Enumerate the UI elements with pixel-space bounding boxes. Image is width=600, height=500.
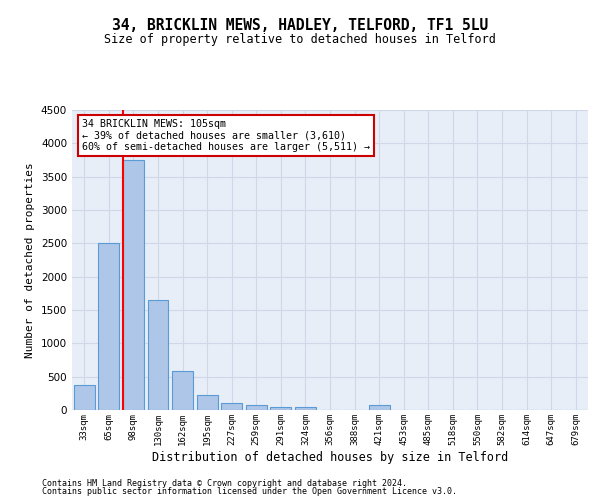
Bar (246, 406, 267, 410)
Text: 34, BRICKLIN MEWS, HADLEY, TELFORD, TF1 5LU: 34, BRICKLIN MEWS, HADLEY, TELFORD, TF1 … (112, 18, 488, 32)
Bar (98, 244, 119, 410)
Bar (74, 386, 95, 410)
Bar (148, 300, 169, 410)
Bar (172, 370, 193, 410)
Text: Size of property relative to detached houses in Telford: Size of property relative to detached ho… (104, 32, 496, 46)
Bar (295, 408, 316, 410)
Bar (271, 406, 292, 410)
Text: Contains HM Land Registry data © Crown copyright and database right 2024.: Contains HM Land Registry data © Crown c… (42, 478, 407, 488)
Bar (123, 160, 144, 410)
Y-axis label: Number of detached properties: Number of detached properties (25, 162, 35, 358)
Bar (197, 394, 218, 410)
X-axis label: Distribution of detached houses by size in Telford: Distribution of detached houses by size … (152, 450, 508, 464)
Text: Contains public sector information licensed under the Open Government Licence v3: Contains public sector information licen… (42, 487, 457, 496)
Bar (221, 402, 242, 410)
Text: 34 BRICKLIN MEWS: 105sqm
← 39% of detached houses are smaller (3,610)
60% of sem: 34 BRICKLIN MEWS: 105sqm ← 39% of detach… (82, 119, 370, 152)
Bar (368, 406, 389, 410)
